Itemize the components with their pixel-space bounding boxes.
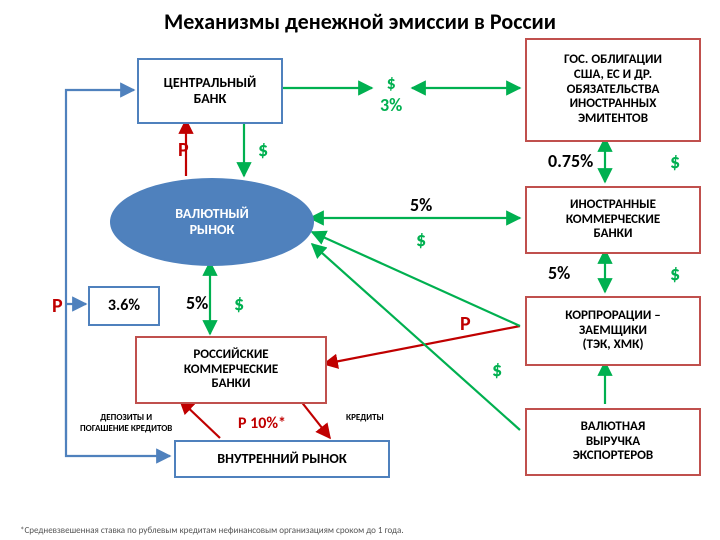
label-pct5_top: 5% — [410, 194, 432, 216]
label-dollar_corp: $ — [492, 358, 502, 382]
label-deposits: ДЕПОЗИТЫ ИПОГАШЕНИЕ КРЕДИТОВ — [80, 412, 172, 434]
label-pct5_fb: 5% — [548, 262, 570, 284]
node-foreign_banks: ИНОСТРАННЫЕКОММЕРЧЕСКИЕБАНКИ — [525, 186, 701, 254]
label-credits: КРЕДИТЫ — [346, 412, 384, 423]
label-P_cb: Р — [178, 138, 189, 162]
label-P10: Р 10%* — [238, 414, 286, 433]
label-dollar_cb: $ — [258, 138, 268, 162]
label-dollar_mid: $ — [416, 228, 426, 252]
label-dollar_fb: $ — [670, 262, 680, 286]
node-fx_market: ВАЛЮТНЫЙРЫНОК — [110, 178, 314, 266]
node-internal_market: ВНУТРЕННИЙ РЫНОК — [174, 440, 390, 478]
node-rate36: 3.6% — [88, 286, 160, 326]
label-rate075: 0.75% — [548, 150, 593, 172]
node-corporations: КОРПРОРАЦИИ –ЗАЕМЩИКИ(ТЭК, ХМК) — [525, 296, 701, 366]
label-dollar_075: $ — [670, 150, 680, 174]
node-central_bank: ЦЕНТРАЛЬНЫЙБАНК — [137, 58, 283, 124]
label-dollar_3pct: $3% — [380, 72, 402, 116]
node-gov_bonds: ГОС. ОБЛИГАЦИИСША, ЕС И ДР.ОБЯЗАТЕЛЬСТВА… — [525, 38, 701, 142]
node-ru_banks: РОССИЙСКИЕКОММЕРЧЕСКИЕБАНКИ — [135, 336, 327, 404]
footnote: *Средневзвешенная ставка по рублевым кре… — [20, 525, 404, 536]
label-P_corp: Р — [460, 312, 471, 336]
label-pct5_left: 5% — [186, 292, 208, 314]
label-P_left: Р — [52, 294, 63, 318]
label-dollar_left: $ — [234, 292, 244, 316]
node-fx_revenue: ВАЛЮТНАЯВЫРУЧКАЭКСПОРТЕРОВ — [525, 408, 701, 476]
page-title: Механизмы денежной эмиссии в России — [0, 8, 720, 35]
